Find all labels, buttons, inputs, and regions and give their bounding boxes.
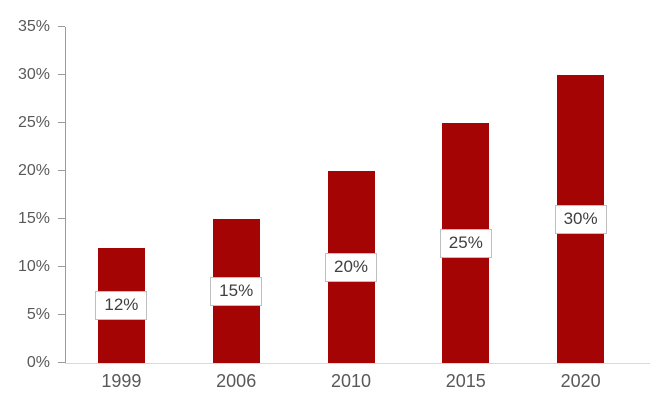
x-axis-label-1999: 1999: [101, 371, 142, 391]
data-label-2020: 30%: [554, 204, 607, 234]
y-axis-tick-mark: [58, 266, 65, 267]
y-axis-tick-mark: [58, 218, 65, 219]
x-axis-label-2006: 2006: [216, 371, 257, 391]
x-axis-label-2020: 2020: [560, 371, 601, 391]
y-axis-tick-label: 35%: [17, 18, 50, 35]
data-label-2015: 25%: [439, 228, 492, 258]
data-label-1999: 12%: [95, 290, 148, 320]
y-axis-tick-label: 10%: [17, 258, 50, 275]
x-axis-line: [65, 363, 650, 364]
y-axis-line: [65, 27, 66, 363]
y-axis-tick-mark: [58, 26, 65, 27]
data-label-2010: 20%: [325, 252, 377, 282]
y-axis-tick-mark: [58, 314, 65, 315]
y-axis-tick-label: 0%: [26, 354, 50, 371]
x-axis-label-2015: 2015: [445, 371, 486, 391]
y-axis-tick-mark: [58, 74, 65, 75]
y-axis-tick-label: 30%: [17, 66, 50, 83]
y-axis-tick-label: 15%: [17, 210, 50, 227]
x-axis-label-2010: 2010: [330, 371, 372, 391]
y-axis-tick-mark: [58, 362, 65, 363]
y-axis-tick-label: 20%: [17, 162, 50, 179]
data-label-2006: 15%: [210, 276, 263, 306]
y-axis-tick-label: 5%: [26, 306, 50, 323]
y-axis-tick-mark: [58, 122, 65, 123]
y-axis-tick-mark: [58, 170, 65, 171]
y-axis-tick-label: 25%: [17, 114, 50, 131]
